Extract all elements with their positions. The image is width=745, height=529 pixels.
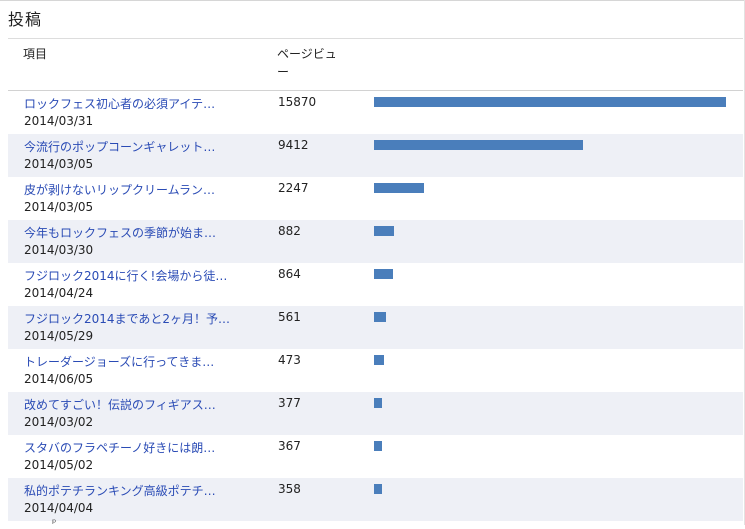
pageview-bar (374, 355, 384, 365)
post-title-link[interactable]: フジロック2014に行く!会場から徒… (24, 269, 228, 283)
table-row: 今流行のポップコーンギャレット… 2014/03/05 9412 (8, 134, 743, 177)
pageview-count: 377 (278, 396, 301, 410)
post-date: 2014/03/31 (24, 114, 94, 128)
pageview-bar (374, 97, 726, 107)
post-title-link[interactable]: 私的ポテチランキング高級ポテチ… (24, 484, 216, 498)
pageview-count: 864 (278, 267, 301, 281)
post-title-link[interactable]: フジロック2014まであと2ヶ月！予… (24, 312, 231, 326)
table-row: 今年もロックフェスの季節が始ま… 2014/03/30 882 (8, 220, 743, 263)
table-row: フジロック2014まであと2ヶ月！予… 2014/05/29 561 (8, 306, 743, 349)
pageview-count: 367 (278, 439, 301, 453)
post-title-link[interactable]: 改めてすごい！伝説のフィギアス… (24, 398, 216, 412)
post-title-link[interactable]: スタバのフラペチーノ好きには朗… (24, 441, 216, 455)
post-title-link[interactable]: ロックフェス初心者の必須アイテ… (24, 97, 216, 111)
pageview-bar (374, 441, 382, 451)
post-date: 2014/05/02 (24, 458, 94, 472)
table-row: 私的ポテチランキング高級ポテチ… 2014/04/04 358 (8, 478, 743, 521)
post-date: 2014/03/30 (24, 243, 94, 257)
table-row: フジロック2014に行く!会場から徒… 2014/04/24 864 (8, 263, 743, 306)
post-title-link[interactable]: 皮が剥けないリップクリームラン… (24, 183, 216, 197)
table-row: トレーダージョーズに行ってきま… 2014/06/05 473 (8, 349, 743, 392)
post-date: 2014/06/05 (24, 372, 94, 386)
post-date: 2014/05/29 (24, 329, 94, 343)
table-row: スタバのフラペチーノ好きには朗… 2014/05/02 367 (8, 435, 743, 478)
pageview-bar (374, 484, 382, 494)
post-date: 2014/04/04 (24, 501, 94, 515)
pageview-count: 9412 (278, 138, 309, 152)
pageview-bar (374, 269, 393, 279)
pageview-count: 2247 (278, 181, 309, 195)
column-header-pageviews[interactable]: ページビュー (277, 47, 337, 79)
pageview-count: 561 (278, 310, 301, 324)
posts-table-body: ロックフェス初心者の必須アイテ… 2014/03/31 15870 今流行のポップコー… (8, 91, 743, 521)
pageview-count: 15870 (278, 95, 317, 109)
cut-off-glyph: ᵖ (52, 518, 57, 529)
post-title-link[interactable]: 今流行のポップコーンギャレット… (24, 140, 216, 154)
pageview-bar (374, 226, 394, 236)
post-date: 2014/03/05 (24, 200, 94, 214)
post-date: 2014/03/02 (24, 415, 94, 429)
table-header: 項目 ページビュー (8, 40, 743, 90)
panel-title: 投稿 (8, 10, 43, 29)
pageview-bar (374, 398, 382, 408)
pageview-count: 473 (278, 353, 301, 367)
post-date: 2014/04/24 (24, 286, 94, 300)
pageview-count: 358 (278, 482, 301, 496)
pageview-count: 882 (278, 224, 301, 238)
pageview-bar (374, 312, 386, 322)
table-row: 改めてすごい！伝説のフィギアス… 2014/03/02 377 (8, 392, 743, 435)
post-title-link[interactable]: トレーダージョーズに行ってきま… (24, 355, 215, 369)
pageview-bar (374, 140, 583, 150)
table-row: ロックフェス初心者の必須アイテ… 2014/03/31 15870 (8, 91, 743, 134)
table-row: 皮が剥けないリップクリームラン… 2014/03/05 2247 (8, 177, 743, 220)
column-header-item[interactable]: 項目 (23, 47, 48, 61)
header-divider (8, 90, 743, 91)
title-divider (8, 38, 743, 39)
top-border (0, 0, 745, 1)
post-date: 2014/03/05 (24, 157, 94, 171)
pageview-bar (374, 183, 424, 193)
post-title-link[interactable]: 今年もロックフェスの季節が始ま… (24, 226, 217, 240)
